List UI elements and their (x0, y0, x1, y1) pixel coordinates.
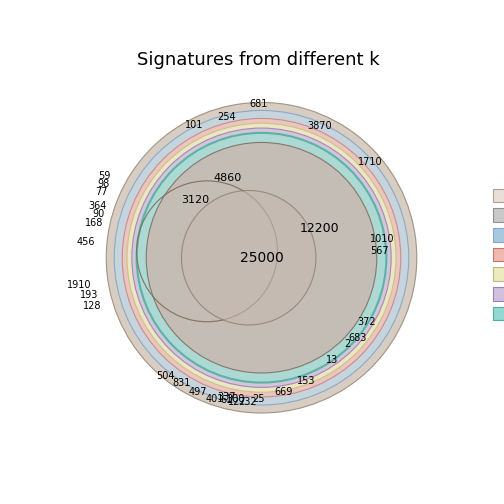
Text: 504: 504 (156, 371, 175, 381)
Text: 101: 101 (185, 120, 204, 130)
Text: 13: 13 (326, 355, 338, 365)
Circle shape (146, 143, 377, 373)
Text: 669: 669 (275, 387, 293, 397)
Text: 12200: 12200 (299, 222, 339, 235)
Text: 1710: 1710 (357, 157, 382, 167)
Text: 456: 456 (77, 237, 95, 247)
Circle shape (106, 102, 417, 413)
Text: 232: 232 (238, 397, 257, 407)
Text: 98: 98 (97, 179, 109, 189)
Text: 3870: 3870 (307, 121, 332, 132)
Circle shape (114, 110, 409, 405)
Circle shape (132, 128, 391, 388)
Text: 681: 681 (249, 99, 268, 109)
Text: 4860: 4860 (214, 173, 242, 182)
Text: 300: 300 (227, 394, 245, 404)
Legend: 2-group, 3-group, 4-group, 5-group, 6-group, 7-group, 8-group: 2-group, 3-group, 4-group, 5-group, 6-gr… (489, 185, 504, 324)
Text: 364: 364 (88, 202, 106, 212)
Text: 168: 168 (85, 218, 103, 227)
Text: 25000: 25000 (239, 250, 283, 265)
Text: 128: 128 (83, 301, 101, 311)
Circle shape (137, 133, 387, 383)
Text: 3120: 3120 (181, 195, 210, 205)
Text: 831: 831 (172, 377, 191, 388)
Text: 683: 683 (348, 333, 366, 343)
Text: 372: 372 (357, 317, 376, 327)
Text: 90: 90 (92, 210, 105, 220)
Text: 567: 567 (370, 246, 389, 257)
Circle shape (127, 123, 396, 392)
Text: 59: 59 (99, 171, 111, 181)
Circle shape (122, 118, 401, 397)
Text: 254: 254 (217, 112, 235, 122)
Text: 193: 193 (80, 289, 98, 299)
Text: 337: 337 (217, 392, 235, 402)
Text: 1010: 1010 (370, 233, 395, 243)
Title: Signatures from different k: Signatures from different k (137, 50, 380, 69)
Text: 127: 127 (228, 397, 247, 407)
Text: 25: 25 (252, 394, 265, 404)
Text: 61: 61 (220, 395, 232, 405)
Text: 153: 153 (297, 376, 316, 386)
Circle shape (181, 191, 316, 325)
Text: 1910: 1910 (68, 280, 92, 290)
Text: 401: 401 (206, 394, 224, 404)
Text: 497: 497 (188, 387, 207, 397)
Text: 77: 77 (95, 187, 108, 197)
Text: 2: 2 (345, 339, 351, 349)
